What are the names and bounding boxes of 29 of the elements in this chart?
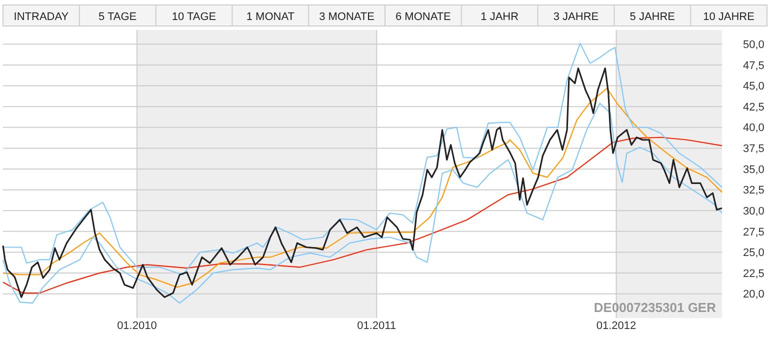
category-label: 3 JAHRE <box>553 11 599 23</box>
category-label: 5 TAGE <box>98 11 137 23</box>
y-tick-label: 32,5 <box>743 184 764 197</box>
y-tick-label: 50,0 <box>743 39 764 51</box>
y-tick-label: 37,5 <box>743 143 764 156</box>
y-tick-label: 25,0 <box>743 247 764 260</box>
y-tick-label: 27,5 <box>743 226 764 238</box>
y-tick-label: 40,0 <box>743 122 764 134</box>
y-tick-label: 22,5 <box>743 268 764 280</box>
y-tick-label: 35,0 <box>743 164 764 176</box>
category-label: 6 MONATE <box>395 11 451 23</box>
line-series <box>2 42 723 276</box>
category-label: 10 TAGE <box>172 11 216 23</box>
category-label: 10 JAHRE <box>703 11 754 23</box>
category-label: 3 MONATE <box>319 11 375 23</box>
y-tick-label: 20,0 <box>743 288 764 301</box>
x-tick-label: 01.2011 <box>357 320 396 332</box>
y-tick-label: 47,5 <box>743 60 764 72</box>
line-series <box>2 136 723 294</box>
x-tick-label: 01.2012 <box>596 320 636 332</box>
y-tick-label: 30,0 <box>743 205 764 218</box>
y-tick-label: 45,0 <box>743 80 764 93</box>
category-label: 5 JAHRE <box>630 11 676 23</box>
category-label: 1 JAHR <box>480 11 519 23</box>
category-label: 1 MONAT <box>246 11 295 23</box>
y-tick-label: 42,5 <box>743 101 764 114</box>
x-tick-label: 01.2010 <box>117 320 157 332</box>
annotation: DE0007235301 GER <box>594 300 717 315</box>
category-label: INTRADAY <box>14 11 70 23</box>
